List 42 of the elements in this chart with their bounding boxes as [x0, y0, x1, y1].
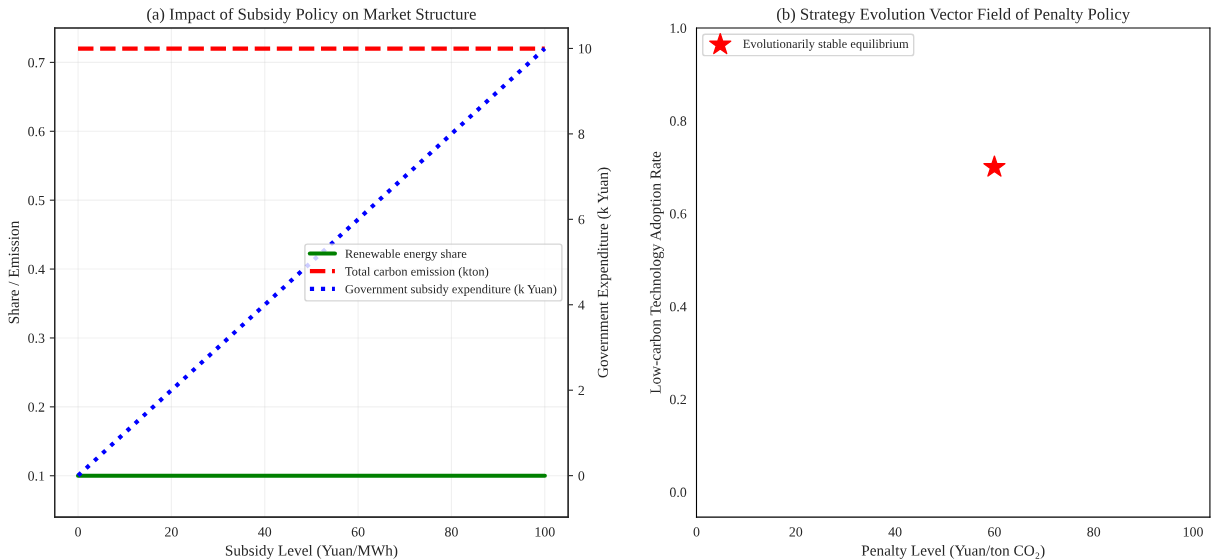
y-tick-label: 0.2: [28, 402, 45, 412]
x-tick-label: 0: [693, 527, 700, 537]
y2-tick-label: 4: [578, 300, 585, 310]
x-tick-label: 100: [1183, 527, 1203, 537]
y-tick-label: 0.4: [669, 301, 687, 312]
y-axis-title: Share / Emission: [8, 220, 19, 324]
y-tick-label: 0.1: [28, 471, 45, 481]
y2-tick-label: 2: [578, 385, 585, 396]
x-tick-label: 20: [789, 527, 803, 537]
legend-label: Evolutionarily stable equilibrium: [743, 39, 909, 51]
x-tick-label: 100: [535, 527, 555, 537]
x-tick-label: 60: [988, 527, 1001, 537]
x-tick-label: 20: [165, 527, 178, 537]
y-tick-label: 0.5: [28, 195, 45, 206]
y-tick-label: 0.3: [28, 333, 45, 343]
y2-axis-title: Government Expenditure (k Yuan): [597, 167, 612, 378]
x-tick-label: 0: [75, 527, 81, 537]
y-tick-label: 0.4: [28, 264, 45, 275]
y-tick-label: 0.8: [669, 116, 687, 126]
x-tick-label: 80: [445, 527, 458, 537]
x-axis-title: Subsidy Level (Yuan/MWh): [225, 544, 398, 559]
chart-title: (b) Strategy Evolution Vector Field of Penalty Policy: [777, 7, 1131, 24]
y-tick-label: 0.6: [669, 209, 687, 219]
chart-title: (a) Impact of Subsidy Policy on Market Structure: [147, 7, 476, 24]
y2-tick-label: 8: [578, 129, 585, 139]
y2-tick-label: 0: [578, 471, 585, 481]
x-tick-label: 80: [1087, 527, 1101, 537]
y-tick-label: 1.0: [670, 23, 687, 33]
y2-tick-label: 10: [579, 44, 592, 54]
legend-label: Renewable energy share: [345, 249, 467, 261]
y-tick-label: 0.7: [28, 57, 45, 68]
legend-label: Total carbon emission (kton): [345, 266, 489, 279]
x-tick-label: 60: [351, 527, 365, 537]
y2-tick-label: 6: [578, 214, 585, 225]
x-tick-label: 40: [888, 527, 902, 537]
y-axis-title: Low-carbon Technology Adoption Rate: [649, 151, 664, 394]
y-tick-label: 0.6: [28, 126, 45, 137]
x-tick-label: 40: [258, 527, 272, 537]
legend-label: Government subsidy expenditure (k Yuan): [345, 284, 557, 296]
y-tick-label: 0.0: [669, 487, 687, 498]
x-axis-title: Penalty Level (Yuan/ton CO₂): [861, 544, 1045, 559]
y-tick-label: 0.2: [669, 394, 687, 405]
